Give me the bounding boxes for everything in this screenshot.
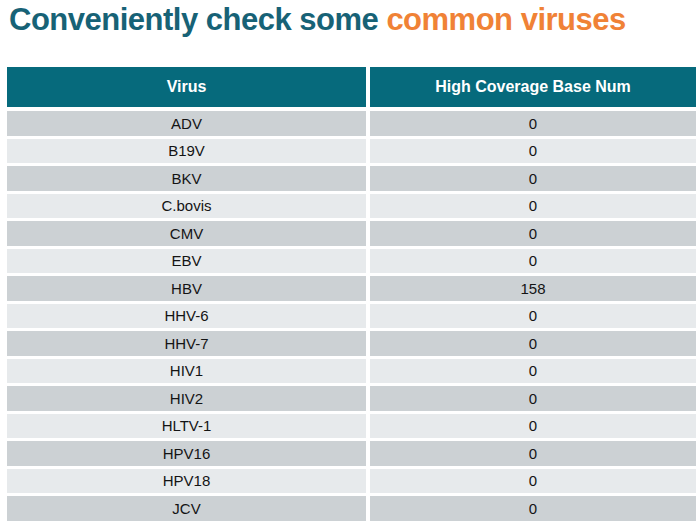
page-title-main: Conveniently check some xyxy=(9,2,386,37)
table-row: JCV0 xyxy=(7,496,696,521)
virus-name-cell: HIV2 xyxy=(7,386,366,411)
column-header-high-coverage-base-num: High Coverage Base Num xyxy=(370,67,696,107)
table-row: HHV-70 xyxy=(7,331,696,356)
high-coverage-base-num-cell: 0 xyxy=(370,249,696,274)
virus-name-cell: HBV xyxy=(7,276,366,301)
table-row: CMV0 xyxy=(7,221,696,246)
high-coverage-base-num-cell: 0 xyxy=(370,496,696,521)
table-row: HIV10 xyxy=(7,359,696,384)
page-title-accent: common viruses xyxy=(386,2,625,37)
high-coverage-base-num-cell: 0 xyxy=(370,414,696,439)
column-header-virus: Virus xyxy=(7,67,366,107)
table-row: HBV158 xyxy=(7,276,696,301)
virus-name-cell: JCV xyxy=(7,496,366,521)
high-coverage-base-num-cell: 0 xyxy=(370,139,696,164)
virus-name-cell: HIV1 xyxy=(7,359,366,384)
table-row: HPV180 xyxy=(7,469,696,494)
virus-name-cell: BKV xyxy=(7,166,366,191)
high-coverage-base-num-cell: 0 xyxy=(370,331,696,356)
slide: Conveniently check some common viruses V… xyxy=(0,0,696,530)
virus-name-cell: HPV16 xyxy=(7,441,366,466)
table-row: HLTV-10 xyxy=(7,414,696,439)
table-row: HHV-60 xyxy=(7,304,696,329)
high-coverage-base-num-cell: 158 xyxy=(370,276,696,301)
high-coverage-base-num-cell: 0 xyxy=(370,194,696,219)
high-coverage-base-num-cell: 0 xyxy=(370,469,696,494)
virus-name-cell: HPV18 xyxy=(7,469,366,494)
table-row: B19V0 xyxy=(7,139,696,164)
high-coverage-base-num-cell: 0 xyxy=(370,166,696,191)
table-row: HIV20 xyxy=(7,386,696,411)
page-title: Conveniently check some common viruses xyxy=(9,3,626,37)
table-header-row: Virus High Coverage Base Num xyxy=(7,67,696,107)
table-row: HPV160 xyxy=(7,441,696,466)
virus-name-cell: C.bovis xyxy=(7,194,366,219)
virus-name-cell: HHV-6 xyxy=(7,304,366,329)
table-row: C.bovis0 xyxy=(7,194,696,219)
high-coverage-base-num-cell: 0 xyxy=(370,221,696,246)
virus-name-cell: ADV xyxy=(7,111,366,136)
table-row: EBV0 xyxy=(7,249,696,274)
high-coverage-base-num-cell: 0 xyxy=(370,304,696,329)
high-coverage-base-num-cell: 0 xyxy=(370,386,696,411)
virus-table: Virus High Coverage Base Num ADV0B19V0BK… xyxy=(7,67,696,521)
virus-name-cell: B19V xyxy=(7,139,366,164)
table-body: ADV0B19V0BKV0C.bovis0CMV0EBV0HBV158HHV-6… xyxy=(7,111,696,521)
table-row: ADV0 xyxy=(7,111,696,136)
virus-name-cell: HHV-7 xyxy=(7,331,366,356)
virus-name-cell: HLTV-1 xyxy=(7,414,366,439)
high-coverage-base-num-cell: 0 xyxy=(370,111,696,136)
table-row: BKV0 xyxy=(7,166,696,191)
high-coverage-base-num-cell: 0 xyxy=(370,441,696,466)
virus-name-cell: CMV xyxy=(7,221,366,246)
virus-name-cell: EBV xyxy=(7,249,366,274)
high-coverage-base-num-cell: 0 xyxy=(370,359,696,384)
